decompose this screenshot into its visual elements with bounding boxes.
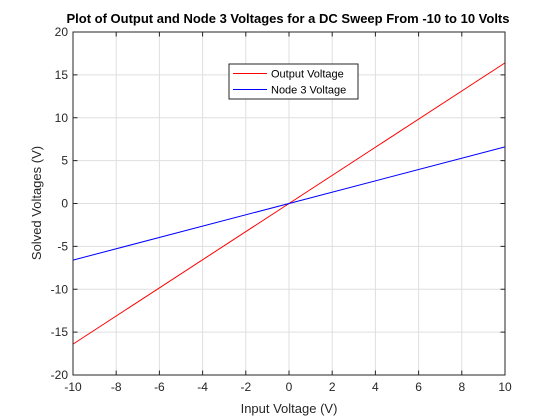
legend-entry-output-voltage: Output Voltage (271, 69, 344, 81)
y-tick-label: 5 (61, 154, 68, 168)
series-line-node-3-voltage (72, 146, 506, 261)
x-tick-label: -6 (154, 380, 165, 394)
chart-title: Plot of Output and Node 3 Voltages for a… (66, 11, 509, 26)
x-tick-label: -2 (240, 380, 251, 394)
legend-entry-node-3-voltage: Node 3 Voltage (271, 85, 346, 97)
legend-box (228, 63, 359, 100)
legend: Output Voltage Node 3 Voltage (228, 63, 359, 100)
y-tick-label: 15 (55, 68, 69, 82)
x-axis-label: Input Voltage (V) (241, 401, 338, 416)
x-tick-label: 10 (498, 380, 512, 394)
y-tick-label: -15 (51, 325, 69, 339)
y-tick-label: -10 (51, 282, 69, 296)
y-tick-label: 10 (55, 111, 69, 125)
x-tick-label: 2 (329, 380, 336, 394)
y-tick-label: 0 (61, 197, 68, 211)
x-tick-label: -8 (111, 380, 122, 394)
y-tick-label: 20 (55, 25, 69, 39)
x-tick-label: 6 (415, 380, 422, 394)
x-tick-label: 8 (458, 380, 465, 394)
y-axis-label: Solved Voltages (V) (29, 146, 44, 260)
series-lines (72, 62, 506, 345)
y-tick-label: -5 (57, 239, 68, 253)
x-tick-label: 4 (372, 380, 379, 394)
x-tick-label: -4 (197, 380, 208, 394)
y-tick-label: -20 (51, 368, 69, 382)
x-tick-label: 0 (286, 380, 293, 394)
x-tick-label: -10 (64, 380, 82, 394)
